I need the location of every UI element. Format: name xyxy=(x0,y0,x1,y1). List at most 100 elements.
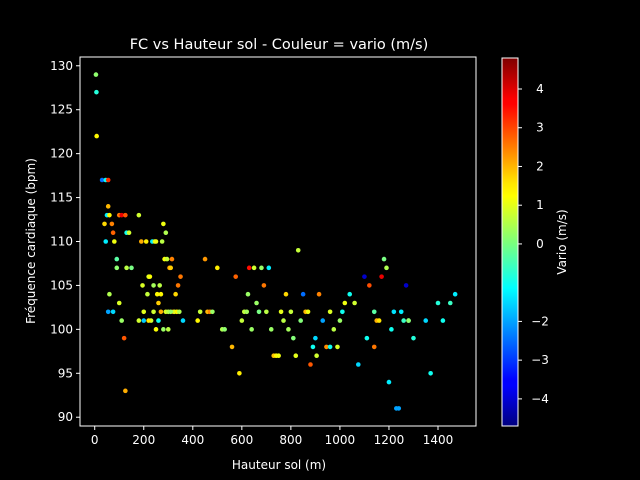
data-point-29 xyxy=(124,265,129,271)
data-point-122 xyxy=(324,344,329,350)
data-point-34 xyxy=(143,239,149,244)
data-point-47 xyxy=(159,239,165,244)
data-point-146 xyxy=(398,309,404,315)
data-point-43 xyxy=(154,291,160,297)
data-point-23 xyxy=(119,318,124,323)
data-point-40 xyxy=(151,283,156,288)
data-point-152 xyxy=(428,370,433,376)
y-tick-120-label: 120 xyxy=(50,147,73,161)
data-point-32 xyxy=(140,283,145,288)
colorbar-tick--3-label: −3 xyxy=(531,353,549,367)
data-point-75 xyxy=(195,318,200,323)
data-point-5 xyxy=(105,177,111,183)
data-point-77 xyxy=(202,256,208,262)
data-point-68 xyxy=(153,327,159,332)
data-point-96 xyxy=(259,265,264,271)
data-point-44 xyxy=(156,300,161,306)
data-point-109 xyxy=(291,335,296,341)
data-point-46 xyxy=(158,291,164,297)
data-point-97 xyxy=(261,283,267,288)
data-point-118 xyxy=(313,335,318,341)
data-point-37 xyxy=(147,274,153,279)
x-tick-1000-label: 1000 xyxy=(325,433,356,447)
data-point-31 xyxy=(139,239,144,244)
data-point-115 xyxy=(305,309,311,315)
data-point-25 xyxy=(123,388,128,394)
data-point-128 xyxy=(342,300,348,306)
colorbar-label: Vario (m/s) xyxy=(555,209,569,274)
data-point-14 xyxy=(114,256,120,262)
data-point-55 xyxy=(169,256,175,262)
data-point-121 xyxy=(320,318,326,323)
data-point-58 xyxy=(173,291,178,297)
colorbar-tick-2-label: 2 xyxy=(536,159,544,173)
data-point-1 xyxy=(94,89,99,95)
data-point-143 xyxy=(391,309,397,315)
y-tick-125-label: 125 xyxy=(50,103,73,117)
data-point-148 xyxy=(403,283,409,288)
data-point-130 xyxy=(352,300,357,306)
data-point-3 xyxy=(99,177,105,183)
data-point-86 xyxy=(237,370,242,376)
data-point-99 xyxy=(266,265,272,271)
data-point-21 xyxy=(114,265,120,271)
data-point-71 xyxy=(161,327,166,332)
data-point-0 xyxy=(93,72,99,77)
data-point-70 xyxy=(158,309,164,315)
data-point-113 xyxy=(300,291,306,297)
data-point-8 xyxy=(105,204,111,209)
data-point-62 xyxy=(178,274,183,279)
data-point-123 xyxy=(327,309,333,315)
data-point-16 xyxy=(119,212,124,218)
data-point-27 xyxy=(126,230,132,236)
data-point-90 xyxy=(245,291,251,297)
data-point-35 xyxy=(145,291,150,297)
data-point-108 xyxy=(288,309,294,315)
data-point-6 xyxy=(102,221,107,227)
data-point-28 xyxy=(129,265,134,271)
data-point-51 xyxy=(164,256,170,262)
data-point-112 xyxy=(298,318,303,323)
data-point-153 xyxy=(435,300,441,306)
data-point-156 xyxy=(452,291,458,297)
data-point-98 xyxy=(264,309,269,315)
data-point-69 xyxy=(156,318,161,323)
data-point-65 xyxy=(141,318,147,323)
data-point-30 xyxy=(136,212,142,218)
data-point-138 xyxy=(379,274,384,279)
data-point-76 xyxy=(197,309,203,315)
colorbar-tick-1-label: 1 xyxy=(536,198,544,212)
colorbar-tick--2-label: −2 xyxy=(531,314,549,328)
data-point-111 xyxy=(295,247,301,253)
y-axis-ticks: 90 95 100 105 110 115 120 125 130 xyxy=(50,59,80,424)
data-point-81 xyxy=(215,265,220,271)
chart-title: FC vs Hauteur sol - Couleur = vario (m/s… xyxy=(130,37,429,53)
data-point-157 xyxy=(406,318,411,323)
data-point-9 xyxy=(107,212,112,218)
x-axis-label: Hauteur sol (m) xyxy=(232,458,326,472)
data-point-103 xyxy=(276,353,281,359)
data-point-17 xyxy=(123,212,128,218)
colorbar-tick-3-label: 3 xyxy=(536,121,544,135)
colorbar xyxy=(501,57,519,427)
x-axis-ticks: 0 200 400 600 800 1000 1200 1400 xyxy=(91,426,453,447)
data-point-106 xyxy=(283,291,289,297)
data-point-2 xyxy=(94,133,99,139)
data-point-117 xyxy=(310,344,316,350)
x-tick-1200-label: 1200 xyxy=(374,433,405,447)
data-point-100 xyxy=(268,327,274,332)
data-point-83 xyxy=(222,327,227,332)
data-point-48 xyxy=(161,221,166,227)
data-point-135 xyxy=(371,344,377,350)
data-point-131 xyxy=(356,362,361,367)
data-point-93 xyxy=(251,265,257,271)
colorbar-tick-0-label: 0 xyxy=(536,237,544,251)
x-tick-1400-label: 1400 xyxy=(423,433,454,447)
data-point-95 xyxy=(256,309,262,315)
colorbar-tick--4-label: −4 xyxy=(531,392,549,406)
x-tick-0-label: 0 xyxy=(91,433,99,447)
colorbar-tick-4-label: 4 xyxy=(536,82,544,96)
data-point-154 xyxy=(440,318,446,323)
data-point-10 xyxy=(103,239,109,244)
